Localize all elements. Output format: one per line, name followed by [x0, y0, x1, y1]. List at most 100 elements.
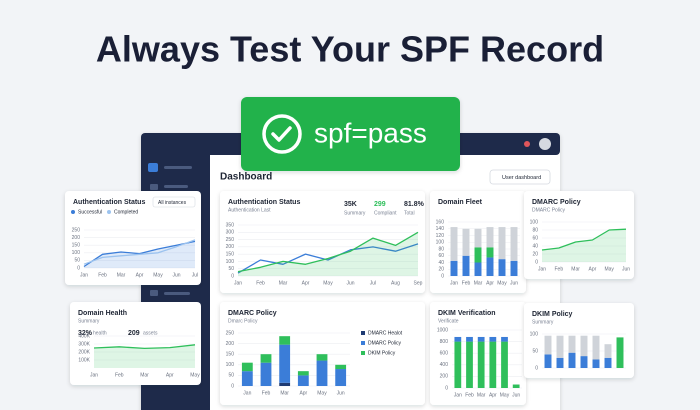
- line: [237, 231, 419, 273]
- y-tick-label: 40: [532, 243, 538, 249]
- x-tick-label: Feb: [554, 266, 563, 272]
- sidebar-item[interactable]: [164, 166, 192, 169]
- avatar[interactable]: [539, 138, 551, 150]
- x-tick-label: Apr: [589, 266, 597, 272]
- y-tick-label: 0: [231, 383, 234, 389]
- bar-segment: [486, 257, 494, 276]
- y-tick-label: 400K: [78, 333, 90, 339]
- line: [237, 243, 419, 274]
- y-tick-label: 200: [226, 341, 235, 347]
- y-tick-label: 50: [532, 348, 538, 354]
- x-tick-label: Feb: [465, 392, 474, 398]
- y-tick-label: 20: [532, 251, 538, 257]
- sidebar-icon[interactable]: [148, 163, 158, 172]
- x-tick-label: Mar: [571, 266, 580, 272]
- bar-segment: [454, 336, 462, 342]
- bar-segment: [616, 337, 624, 368]
- y-tick-label: 0: [535, 365, 538, 371]
- card: [65, 191, 201, 285]
- card-title: DMARC Policy: [532, 199, 581, 206]
- y-tick-label: 100: [530, 219, 539, 225]
- area: [238, 232, 418, 276]
- card-title: DMARC Policy: [228, 310, 277, 317]
- y-tick-label: 800: [440, 339, 449, 345]
- y-tick-label: 80: [438, 246, 444, 252]
- dropdown[interactable]: [152, 196, 196, 208]
- x-tick-label: Jan: [90, 372, 98, 378]
- bar-segment: [466, 336, 473, 342]
- x-tick-label: Mar: [140, 372, 149, 378]
- sidebar-icon[interactable]: [150, 184, 158, 190]
- bar-segment: [477, 336, 485, 342]
- stat-value: 35K: [344, 201, 357, 208]
- y-tick-label: 200: [226, 244, 235, 250]
- bar-segment: [501, 341, 508, 388]
- y-tick-label: 200K: [78, 349, 90, 355]
- stat-label: Total: [404, 210, 415, 216]
- card: [220, 191, 425, 293]
- charts: Authentication Status All instances Succes…: [65, 191, 634, 405]
- stat-value: 32%: [78, 330, 93, 337]
- x-tick-label: Jan: [450, 280, 458, 286]
- y-tick-label: 0: [441, 273, 444, 279]
- legend-swatch: [361, 351, 365, 355]
- y-tick-label: 50: [228, 266, 234, 272]
- bar-segment: [279, 344, 291, 383]
- bar-segment: [489, 336, 497, 342]
- stat-value: 81.8%: [404, 201, 425, 208]
- bar-segment: [335, 364, 347, 370]
- y-tick-label: 100: [436, 240, 445, 246]
- spf-badge: spf=pass: [241, 97, 460, 171]
- card-title: DKIM Verification: [438, 310, 496, 317]
- y-tick-label: 140: [436, 226, 445, 232]
- card-subtitle: DMARC Policy: [532, 207, 566, 213]
- y-tick-label: 60: [532, 235, 538, 241]
- bar-segment: [474, 247, 482, 263]
- dashboard-button-label[interactable]: User dashboard: [502, 175, 541, 181]
- x-tick-label: Apr: [486, 280, 494, 286]
- card-title: Domain Health: [78, 310, 127, 317]
- y-tick-label: 250: [226, 237, 235, 243]
- x-tick-label: May: [190, 372, 200, 378]
- x-tick-label: May: [497, 280, 507, 286]
- y-tick-label: 400: [440, 362, 449, 368]
- line: [93, 344, 196, 350]
- x-tick-label: Jul: [192, 272, 198, 278]
- y-tick-label: 0: [445, 385, 448, 391]
- area: [94, 344, 195, 368]
- bar-segment: [510, 227, 518, 261]
- sidebar-item[interactable]: [164, 185, 188, 188]
- y-tick-label: 250: [226, 330, 235, 336]
- y-tick-label: 100: [226, 362, 235, 368]
- card-subtitle: Dmarc Policy: [228, 318, 258, 324]
- sidebar-icon[interactable]: [150, 290, 158, 296]
- bar-segment: [297, 371, 309, 376]
- y-tick-label: 1000: [437, 327, 448, 333]
- x-tick-label: Jun: [512, 392, 520, 398]
- bar-segment: [260, 362, 272, 386]
- x-tick-label: Jan: [234, 280, 242, 286]
- x-tick-label: Feb: [115, 372, 124, 378]
- card: [70, 302, 201, 385]
- x-tick-label: Mar: [117, 272, 126, 278]
- legend-label: DKIM Policy: [368, 350, 396, 356]
- x-tick-label: Mar: [474, 280, 483, 286]
- sidebar-item[interactable]: [164, 292, 190, 295]
- bar-segment: [568, 352, 576, 368]
- notification-icon[interactable]: [524, 141, 530, 147]
- dashboard-button[interactable]: [489, 169, 551, 185]
- x-tick-label: Jan: [80, 272, 88, 278]
- bar-segment: [335, 369, 347, 386]
- bar-segment: [544, 335, 552, 355]
- card-subtitle: Summary: [532, 319, 554, 325]
- bar-segment: [474, 262, 482, 276]
- stat-label: Compliant: [374, 210, 397, 216]
- y-tick-label: 0: [231, 273, 234, 279]
- bar-segment: [279, 382, 291, 386]
- bar-segment: [260, 354, 272, 363]
- x-tick-label: Apr: [489, 392, 497, 398]
